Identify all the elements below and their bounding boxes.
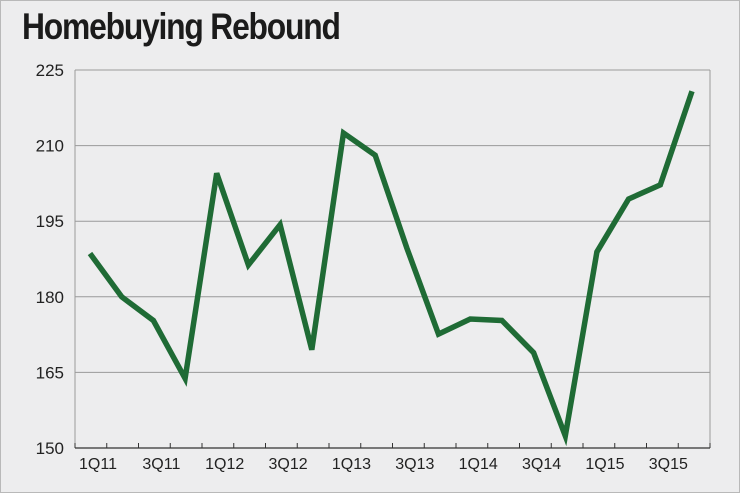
x-tick-label: 1Q15 (585, 456, 624, 473)
x-tick-label: 1Q12 (205, 456, 244, 473)
y-tick-label: 225 (36, 61, 64, 80)
chart-title: Homebuying Rebound (22, 6, 341, 47)
y-tick-label: 180 (36, 288, 64, 307)
x-tick-label: 1Q13 (332, 456, 371, 473)
y-tick-label: 150 (36, 439, 64, 458)
x-tick-label: 3Q15 (649, 456, 688, 473)
x-tick-label: 1Q14 (459, 456, 498, 473)
x-axis: 1Q11 3Q11 1Q12 3Q12 1Q13 3Q13 1Q14 3Q14 1Q15 3Q15 (74, 443, 711, 473)
y-tick-label: 210 (36, 137, 64, 156)
x-tick-label: 3Q13 (395, 456, 434, 473)
gridlines (74, 69, 711, 448)
y-axis-ticks: 150 165 180 195 210 225 (36, 61, 64, 458)
x-tick-label: 1Q11 (79, 456, 117, 473)
y-tick-label: 165 (36, 363, 64, 382)
x-tick-label: 3Q11 (142, 456, 180, 473)
plot-area (87, 90, 695, 447)
x-tick-label: 3Q12 (269, 456, 308, 473)
x-tick-label: 3Q14 (522, 456, 561, 473)
series-line (87, 90, 695, 447)
y-tick-label: 195 (36, 212, 64, 231)
